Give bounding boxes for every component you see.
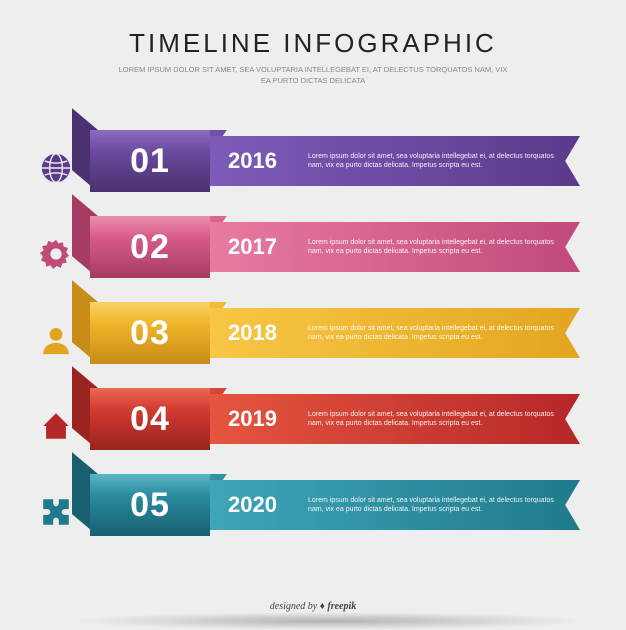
step-number: 03 xyxy=(130,314,170,353)
person-icon xyxy=(38,322,74,358)
number-block: 03 xyxy=(90,302,210,364)
ribbon: 2016 Lorem ipsum dolor sit amet, sea vol… xyxy=(210,136,580,186)
ribbon-text: Lorem ipsum dolor sit amet, sea voluptar… xyxy=(300,152,580,171)
ribbon-text: Lorem ipsum dolor sit amet, sea voluptar… xyxy=(300,410,580,429)
step-number: 01 xyxy=(130,142,170,181)
number-block: 01 xyxy=(90,130,210,192)
ribbon-text: Lorem ipsum dolor sit amet, sea voluptar… xyxy=(300,324,580,343)
timeline-row: 01 2016 Lorem ipsum dolor sit amet, sea … xyxy=(0,120,626,200)
gear-icon xyxy=(38,236,74,272)
step-number: 05 xyxy=(130,486,170,525)
ribbon: 2019 Lorem ipsum dolor sit amet, sea vol… xyxy=(210,394,580,444)
year-label: 2020 xyxy=(210,492,300,518)
globe-icon xyxy=(38,150,74,186)
page-title: TIMELINE INFOGRAPHIC xyxy=(0,28,626,59)
number-block: 02 xyxy=(90,216,210,278)
timeline-row: 04 2019 Lorem ipsum dolor sit amet, sea … xyxy=(0,378,626,458)
step-number: 04 xyxy=(130,400,170,439)
credit-brand-symbol: ♦ xyxy=(320,601,325,612)
house-icon xyxy=(38,408,74,444)
year-label: 2018 xyxy=(210,320,300,346)
ribbon: 2020 Lorem ipsum dolor sit amet, sea vol… xyxy=(210,480,580,530)
timeline-row: 02 2017 Lorem ipsum dolor sit amet, sea … xyxy=(0,206,626,286)
year-label: 2016 xyxy=(210,148,300,174)
ribbon: 2018 Lorem ipsum dolor sit amet, sea vol… xyxy=(210,308,580,358)
number-block: 04 xyxy=(90,388,210,450)
credit-brand: freepik xyxy=(327,601,356,612)
ribbon: 2017 Lorem ipsum dolor sit amet, sea vol… xyxy=(210,222,580,272)
timeline-row: 03 2018 Lorem ipsum dolor sit amet, sea … xyxy=(0,292,626,372)
page-subtitle: LOREM IPSUM DOLOR SIT AMET, SEA VOLUPTAR… xyxy=(113,65,513,86)
year-label: 2017 xyxy=(210,234,300,260)
ribbon-text: Lorem ipsum dolor sit amet, sea voluptar… xyxy=(300,238,580,257)
year-label: 2019 xyxy=(210,406,300,432)
number-block: 05 xyxy=(90,474,210,536)
timeline-row: 05 2020 Lorem ipsum dolor sit amet, sea … xyxy=(0,464,626,544)
header: TIMELINE INFOGRAPHIC LOREM IPSUM DOLOR S… xyxy=(0,0,626,86)
step-number: 02 xyxy=(130,228,170,267)
credit-prefix: designed by xyxy=(270,601,320,612)
ribbon-text: Lorem ipsum dolor sit amet, sea voluptar… xyxy=(300,496,580,515)
credit-line: designed by ♦ freepik xyxy=(0,601,626,612)
puzzle-icon xyxy=(38,494,74,530)
drop-shadow xyxy=(70,612,590,630)
